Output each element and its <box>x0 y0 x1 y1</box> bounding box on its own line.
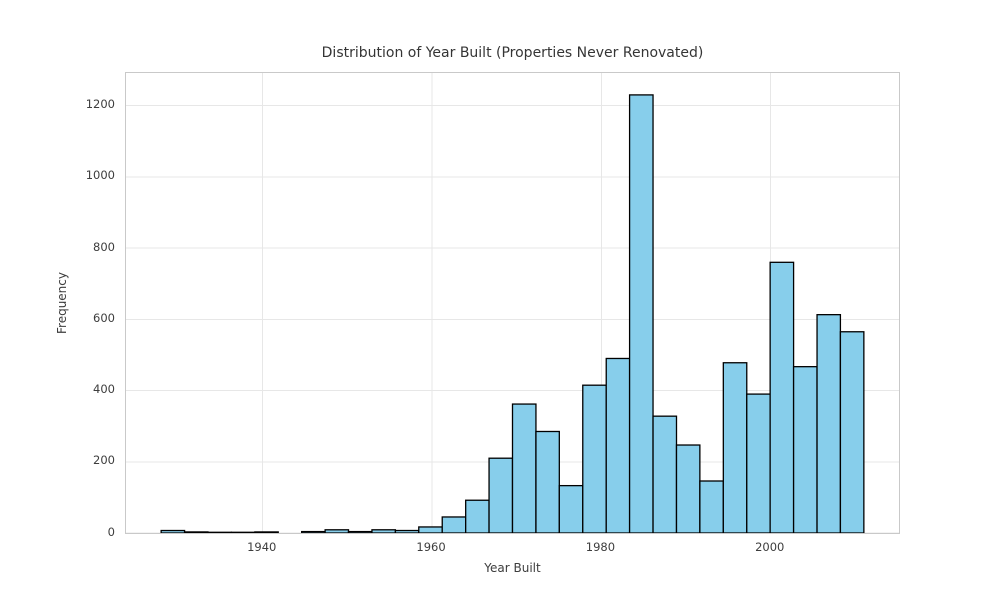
histogram-bar <box>816 314 842 533</box>
histogram-bar <box>628 94 654 533</box>
histogram-bar <box>324 529 350 533</box>
histogram-bar <box>675 444 701 533</box>
x-tick-label: 1980 <box>585 540 616 554</box>
histogram-bar <box>394 529 420 533</box>
histogram-bar <box>839 331 865 533</box>
x-tick-label: 2000 <box>755 540 785 554</box>
histogram-bar <box>230 531 256 533</box>
x-axis-label: Year Built <box>484 561 541 575</box>
histogram-bar <box>605 357 631 533</box>
histogram-bar <box>792 366 818 533</box>
y-tick-label: 400 <box>93 382 115 397</box>
histogram-bar <box>511 403 537 533</box>
y-tick-label: 800 <box>93 239 115 254</box>
chart-title: Distribution of Year Built (Properties N… <box>321 45 704 61</box>
y-tick-label: 0 <box>107 524 115 539</box>
histogram-bar <box>207 531 233 533</box>
histogram-bar <box>465 499 490 533</box>
histogram-bar <box>558 484 584 533</box>
histogram-bar <box>699 480 724 533</box>
histogram-bar <box>652 415 678 533</box>
histogram-bar <box>488 457 514 533</box>
histogram-bar <box>160 529 186 533</box>
y-tick-label: 200 <box>93 453 115 468</box>
histogram-plot <box>126 73 899 533</box>
histogram-bar <box>301 530 326 533</box>
histogram-bar <box>582 384 607 533</box>
histogram-bar <box>183 531 209 533</box>
y-tick-label: 600 <box>93 310 115 325</box>
x-tick-label: 1940 <box>247 540 277 554</box>
histogram-bar <box>418 526 443 533</box>
histogram-bar <box>535 430 560 533</box>
histogram-bar <box>746 393 771 533</box>
plot-area <box>125 72 900 534</box>
histogram-bar <box>769 261 795 533</box>
x-tick-label: 1960 <box>416 540 446 554</box>
y-tick-label: 1200 <box>85 97 115 112</box>
histogram-bar <box>441 516 467 533</box>
y-tick-label: 1000 <box>85 168 115 183</box>
histogram-bar <box>254 531 279 533</box>
histogram-bar <box>371 529 397 533</box>
histogram-bar <box>722 362 748 533</box>
histogram-bar <box>347 530 373 533</box>
